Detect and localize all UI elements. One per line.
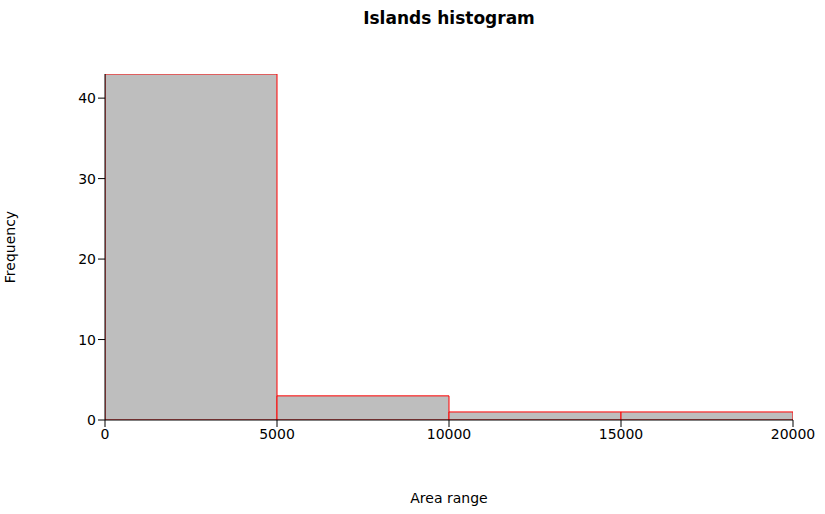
svg-text:0: 0 [87,412,96,428]
svg-text:10: 10 [78,332,96,348]
svg-text:5000: 5000 [259,426,295,442]
html-text:Islands histogram: Islands histogram [363,8,535,28]
svg-text:10000: 10000 [427,426,472,442]
svg-text:15000: 15000 [599,426,644,442]
html-text:Area range: Area range [410,490,488,506]
html-text:Frequency: Frequency [2,210,18,284]
svg-text:20: 20 [78,251,96,267]
svg-text:0: 0 [101,426,110,442]
svg-text:30: 30 [78,171,96,187]
svg-text:40: 40 [78,90,96,106]
svg-text:20000: 20000 [771,426,816,442]
